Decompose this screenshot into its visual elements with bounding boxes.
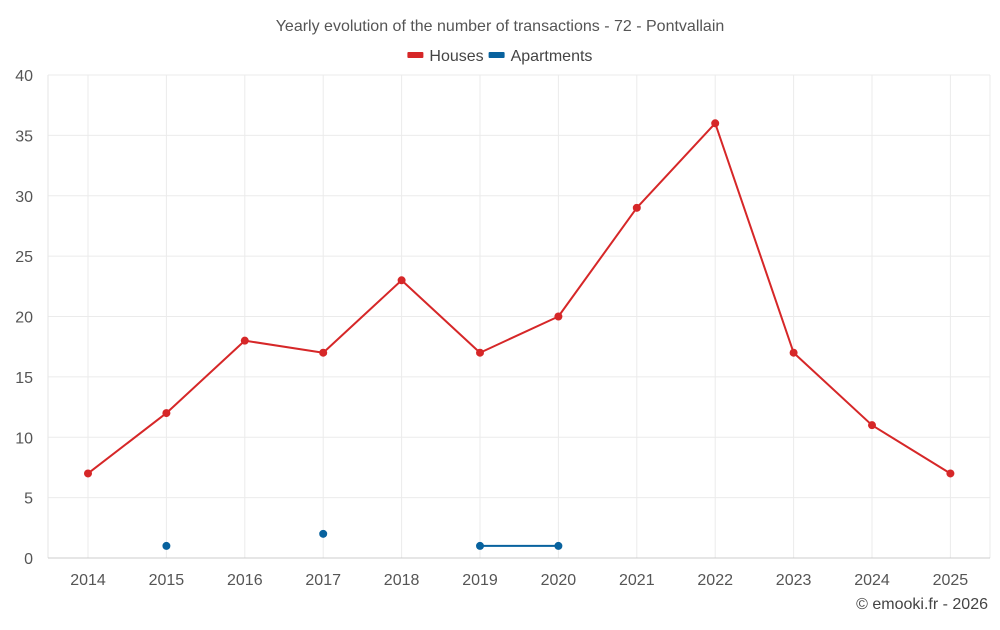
- houses-point-2023: [789, 348, 798, 357]
- houses-point-2019: [476, 348, 484, 357]
- chart-title: Yearly evolution of the number of transa…: [276, 18, 725, 35]
- houses-line-segment: [87, 412, 168, 475]
- houses-point-2014: [84, 469, 92, 478]
- y-tick-label: 10: [15, 430, 33, 447]
- y-tick-label: 25: [15, 249, 33, 266]
- x-tick-label: 2018: [384, 572, 420, 589]
- houses-line-segment: [165, 339, 246, 415]
- y-tick-label: 0: [24, 551, 33, 568]
- houses-point-2022: [711, 119, 720, 128]
- apartments-point-2015: [162, 541, 171, 550]
- y-tick-label: 40: [15, 68, 33, 85]
- x-tick-label: 2024: [854, 572, 890, 589]
- legend-swatch-houses: [407, 52, 424, 58]
- houses-point-2020: [554, 312, 563, 321]
- houses-point-2025: [946, 469, 955, 478]
- x-tick-label: 2017: [305, 572, 341, 589]
- houses-point-2017: [319, 348, 328, 357]
- y-tick-label: 5: [24, 491, 33, 508]
- apartments-point-2019: [476, 541, 484, 550]
- houses-line-segment: [714, 122, 795, 354]
- series-group: [84, 119, 955, 550]
- legend: Houses Apartments: [407, 48, 592, 65]
- x-tick-label: 2020: [541, 572, 577, 589]
- houses-line-segment: [400, 279, 481, 354]
- houses-point-2024: [868, 421, 876, 430]
- legend-label-apartments: Apartments: [511, 48, 593, 65]
- legend-item-houses: Houses: [407, 48, 484, 65]
- y-tick-label: 20: [15, 310, 33, 327]
- legend-label-houses: Houses: [429, 48, 483, 65]
- houses-line-segment: [479, 315, 560, 354]
- houses-point-2018: [397, 276, 406, 285]
- y-tick-label: 30: [15, 189, 33, 206]
- apartments-point-2020: [554, 541, 563, 550]
- houses-line-segment: [322, 279, 403, 354]
- houses-line-segment: [792, 351, 873, 427]
- x-tick-label: 2025: [933, 572, 969, 589]
- y-tick-label: 15: [15, 370, 33, 387]
- series-apartments: [162, 529, 563, 550]
- x-tick-label: 2015: [149, 572, 185, 589]
- houses-point-2016: [240, 336, 249, 345]
- x-tick-label: 2016: [227, 572, 263, 589]
- houses-line-segment: [557, 206, 638, 318]
- x-tick-label: 2014: [70, 572, 106, 589]
- x-tick-label: 2021: [619, 572, 655, 589]
- credit-text: © emooki.fr - 2026: [856, 596, 988, 613]
- houses-line-segment: [871, 424, 952, 475]
- gridlines: [48, 74, 990, 558]
- legend-swatch-apartments: [488, 52, 505, 58]
- houses-point-2021: [632, 203, 641, 212]
- x-tick-label: 2023: [776, 572, 812, 589]
- houses-line-segment: [635, 122, 717, 209]
- y-tick-label: 35: [15, 128, 33, 145]
- houses-point-2015: [162, 409, 171, 418]
- series-houses: [84, 119, 955, 478]
- apartments-point-2017: [319, 529, 328, 538]
- x-tick-label: 2022: [697, 572, 733, 589]
- x-tick-label: 2019: [462, 572, 498, 589]
- legend-item-apartments: Apartments: [488, 48, 593, 65]
- houses-line-segment: [243, 339, 325, 354]
